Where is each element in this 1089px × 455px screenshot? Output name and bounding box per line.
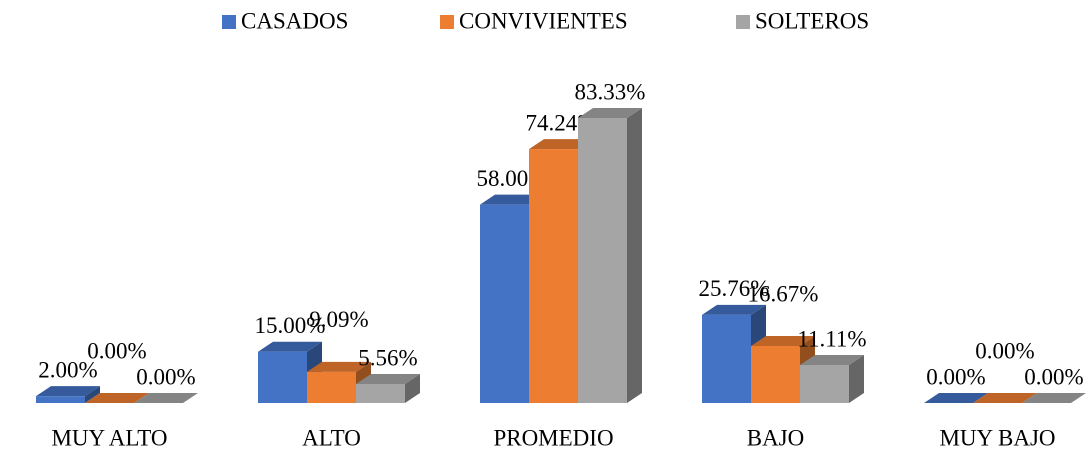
bar [529,149,578,403]
legend-label: CASADOS [241,8,348,33]
bar [356,383,405,403]
data-label: 15.00% [255,313,326,338]
data-label: 5.56% [358,345,417,370]
data-label: 9.09% [309,307,368,332]
bar-side [405,373,420,403]
data-label: 16.67% [748,281,819,306]
bar-top [924,393,988,403]
bar-top [356,373,420,384]
bar-top [973,393,1037,403]
bar [800,365,849,403]
bar-top [800,355,864,366]
bar-top [258,341,322,352]
data-label: 11.11% [797,326,866,351]
data-label: 0.00% [87,338,146,363]
bar [751,345,800,403]
x-tick-label: ALTO [302,425,361,450]
bar [307,371,356,403]
bar-side [627,108,642,403]
legend-label: SOLTEROS [755,8,869,33]
data-label: 0.00% [1024,364,1083,389]
bar-top [751,335,815,346]
bar-top [529,139,593,150]
legend-swatch [440,15,454,29]
bar-top [307,361,371,372]
bar [578,118,627,403]
bar-side [849,355,864,403]
x-tick-label: PROMEDIO [493,425,613,450]
data-label: 83.33% [575,79,646,104]
bar [258,351,307,403]
x-tick-label: MUY ALTO [51,425,167,450]
bar-top [480,194,544,205]
bar-top [85,393,149,403]
bar-top [578,108,642,119]
legend-swatch [222,15,236,29]
legend-swatch [736,15,750,29]
x-tick-label: BAJO [747,425,805,450]
bar-top [36,386,100,397]
data-label: 0.00% [926,364,985,389]
bar [480,204,529,403]
x-tick-label: MUY BAJO [939,425,1055,450]
data-label: 0.00% [975,338,1034,363]
bar-top [1022,393,1086,403]
bar-top [134,393,198,403]
bar [702,314,751,403]
data-label: 2.00% [38,357,97,382]
bar-top [702,304,766,315]
bar-side [85,386,100,403]
legend-label: CONVIVIENTES [459,8,628,33]
data-label: 0.00% [136,364,195,389]
bar [36,396,85,403]
data-label: 25.76% [699,276,770,301]
